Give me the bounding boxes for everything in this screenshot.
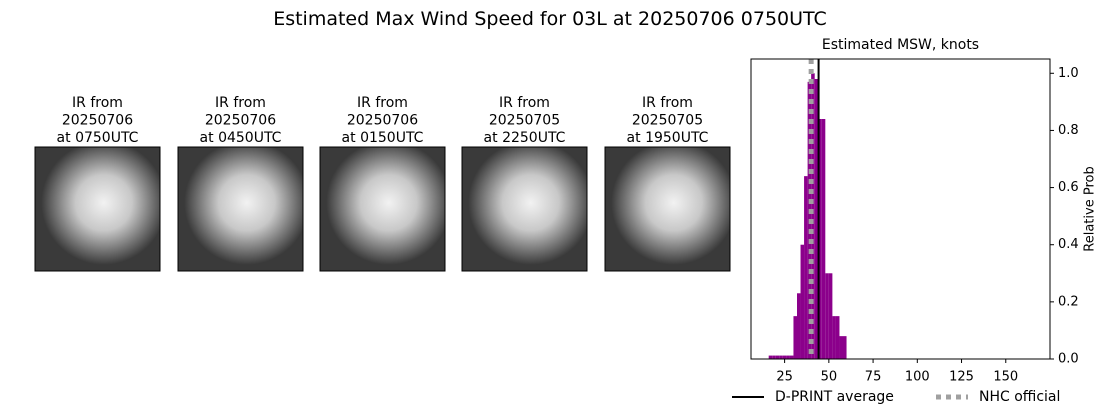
ir-image (34, 146, 161, 272)
panel-label: 20250706 (62, 113, 133, 129)
bar (821, 119, 826, 359)
panel-label: at 2250UTC (484, 130, 566, 146)
x-tick-label: 25 (776, 370, 793, 385)
panel-label: 20250706 (205, 113, 276, 129)
bar (814, 79, 819, 359)
bar (835, 316, 840, 359)
panel-label: at 0150UTC (342, 130, 424, 146)
bar (775, 355, 780, 359)
panel-label: at 1950UTC (627, 130, 709, 146)
panel-label: 20250705 (489, 113, 560, 129)
bar (786, 355, 790, 359)
panel-label: 20250705 (632, 113, 703, 129)
bar (772, 355, 776, 359)
axes-frame (750, 58, 1051, 360)
bar (782, 355, 787, 359)
bar (800, 244, 805, 359)
y-axis-label: Relative Prob (1083, 166, 1098, 251)
axes-title: Estimated MSW, knots (822, 37, 979, 53)
panel-label: 20250706 (347, 113, 418, 129)
bar (832, 316, 836, 359)
bar (825, 273, 829, 359)
bar (789, 355, 794, 359)
y-tick-label: 1.0 (1058, 66, 1079, 81)
ir-image (604, 146, 731, 272)
x-tick-label: 150 (993, 370, 1018, 385)
x-tick-label: 75 (865, 370, 882, 385)
panel-label: at 0450UTC (200, 130, 282, 146)
bar (779, 355, 783, 359)
panel-label: IR from (357, 95, 408, 111)
panel-label: at 0750UTC (57, 130, 139, 146)
bar (797, 293, 801, 359)
ir-image (319, 146, 446, 272)
y-tick-label: 0.6 (1058, 180, 1079, 195)
figure-title: Estimated Max Wind Speed for 03L at 2025… (273, 8, 827, 30)
bar (828, 273, 833, 359)
x-tick-label: 50 (821, 370, 838, 385)
panel-label: IR from (72, 95, 123, 111)
bar (843, 336, 847, 359)
bar (818, 119, 822, 359)
bar (811, 73, 815, 360)
bar (768, 355, 773, 359)
x-tick-label: 125 (949, 370, 974, 385)
bar (793, 316, 797, 359)
y-tick-label: 0.4 (1058, 237, 1079, 252)
bar (839, 336, 843, 359)
ir-image (177, 146, 304, 272)
y-tick-label: 0.8 (1058, 123, 1079, 138)
panel-label: IR from (499, 95, 550, 111)
ir-image (461, 146, 588, 272)
y-tick-label: 0.0 (1058, 352, 1079, 367)
legend-label: NHC official (979, 389, 1060, 405)
legend-label: D-PRINT average (775, 389, 894, 405)
panel-label: IR from (642, 95, 693, 111)
bar (804, 176, 808, 359)
y-tick-label: 0.2 (1058, 294, 1079, 309)
x-tick-label: 100 (905, 370, 930, 385)
panel-label: IR from (215, 95, 266, 111)
